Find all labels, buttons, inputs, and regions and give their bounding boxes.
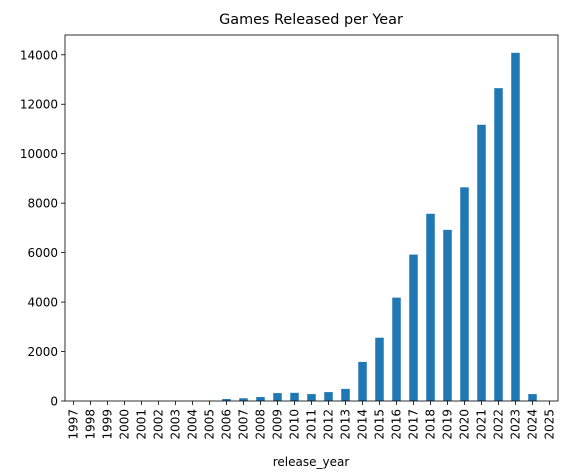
bar-2013 [341, 388, 350, 401]
bar-2009 [273, 393, 282, 401]
x-tick-label: 2017 [407, 409, 421, 440]
bar-2017 [409, 254, 418, 401]
x-tick-label: 2024 [526, 409, 540, 440]
x-tick-label: 2004 [186, 409, 200, 440]
y-tick-label: 10000 [20, 147, 58, 161]
y-tick-label: 4000 [27, 296, 58, 310]
bar-2010 [290, 392, 299, 401]
x-tick-label: 2023 [509, 409, 523, 440]
x-tick-label: 2007 [237, 409, 251, 440]
y-axis-ticks: 0 2000 4000 6000 8000 10000 12000 14000 [20, 48, 65, 409]
bar-2014 [358, 361, 367, 401]
x-tick-label: 2002 [152, 409, 166, 440]
x-tick-label: 2003 [169, 409, 183, 440]
x-tick-label: 2012 [322, 409, 336, 440]
x-axis-label: release_year [273, 455, 350, 469]
bar-2015 [375, 337, 384, 401]
bar-2021 [477, 124, 486, 401]
x-tick-label: 2000 [118, 409, 132, 440]
bar-2007 [239, 398, 248, 401]
bar-2008 [256, 397, 265, 401]
y-tick-label: 8000 [27, 197, 58, 211]
y-tick-label: 14000 [20, 48, 58, 62]
bar-2006 [222, 399, 231, 401]
x-tick-label: 2020 [458, 409, 472, 440]
x-tick-label: 2018 [424, 409, 438, 440]
y-tick-label: 0 [50, 395, 58, 409]
bar-2016 [392, 297, 401, 401]
x-tick-label: 2008 [254, 409, 268, 440]
bar-2020 [460, 187, 469, 401]
bar-2019 [443, 229, 452, 401]
x-tick-label: 2021 [475, 409, 489, 440]
bar-2023 [511, 52, 520, 401]
bar-2022 [494, 88, 503, 402]
y-tick-label: 12000 [20, 98, 58, 112]
plot-frame [64, 34, 559, 402]
bar-2012 [324, 392, 333, 401]
y-tick-label: 6000 [27, 246, 58, 260]
x-tick-label: 2009 [271, 409, 285, 440]
x-tick-label: 2011 [305, 409, 319, 440]
x-tick-label: 2013 [339, 409, 353, 440]
x-tick-label: 2001 [135, 409, 149, 440]
x-tick-label: 2025 [543, 409, 557, 440]
bar-2024 [528, 394, 537, 401]
y-tick-label: 2000 [27, 345, 58, 359]
x-tick-label: 1997 [67, 409, 81, 440]
bars-group [69, 52, 554, 402]
x-tick-label: 2005 [203, 409, 217, 440]
x-tick-label: 2016 [390, 409, 404, 440]
x-tick-label: 2014 [356, 409, 370, 440]
x-tick-label: 1999 [101, 409, 115, 440]
bar-2011 [307, 394, 316, 401]
x-tick-label: 1998 [84, 409, 98, 440]
bar-2018 [426, 213, 435, 401]
chart-title: Games Released per Year [219, 12, 403, 28]
x-tick-label: 2006 [220, 409, 234, 440]
x-axis-ticks: 1997 1998 1999 2000 2001 2002 2003 2004 2005 2006… [67, 401, 557, 440]
x-tick-label: 2015 [373, 409, 387, 440]
x-tick-label: 2019 [441, 409, 455, 440]
x-tick-label: 2010 [288, 409, 302, 440]
x-tick-label: 2022 [492, 409, 506, 440]
